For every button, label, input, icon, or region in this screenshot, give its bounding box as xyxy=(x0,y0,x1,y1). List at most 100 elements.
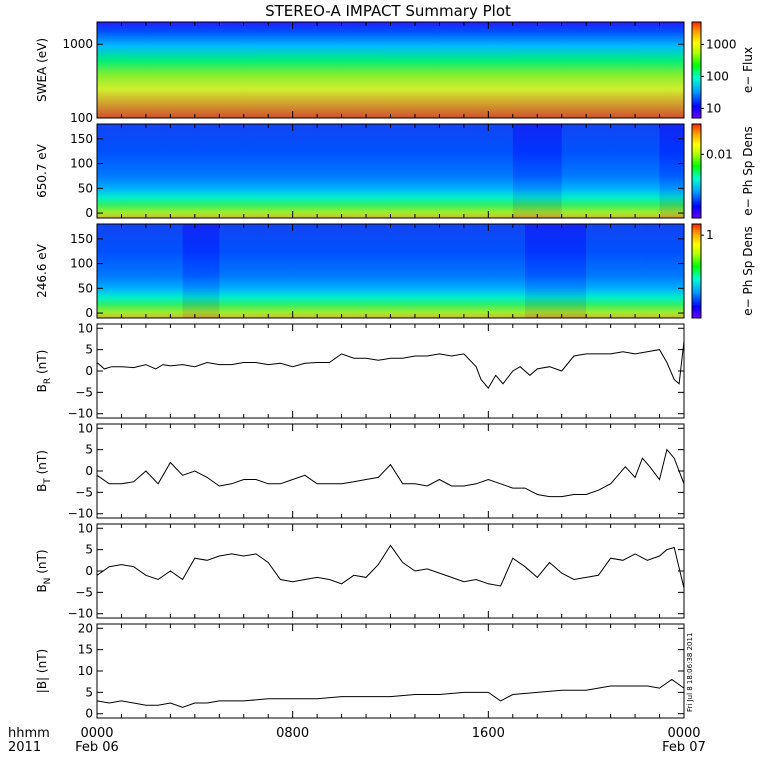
y-axis-label-unit: (nT) xyxy=(35,649,49,677)
y-axis-label-main: B xyxy=(35,484,49,492)
colorbar-frame xyxy=(691,223,702,319)
heatmap-column xyxy=(525,224,587,318)
y-axis-label-sub: T xyxy=(43,478,53,485)
y-axis-label: BT (nT) xyxy=(35,450,53,492)
time-axis: hhmm 2011 Feb 06 Feb 07 0000 0800 1600 0000 xyxy=(8,726,706,755)
y-axis-label: BR (nT) xyxy=(35,350,53,393)
y-tick-label: 20 xyxy=(78,621,93,635)
colorbar-label: e− Flux xyxy=(741,47,755,93)
y-axis-label-main: B xyxy=(35,584,49,592)
series-line xyxy=(96,678,685,708)
colorbar-tick-label: 1 xyxy=(706,228,714,242)
colorbar-frame xyxy=(691,21,702,119)
heatmap-column xyxy=(97,224,159,318)
colorbar-tick-label: 100 xyxy=(706,69,729,83)
heatmap-column xyxy=(671,22,684,118)
y-tick-label: 150 xyxy=(70,232,93,246)
heatmap-column xyxy=(219,224,293,318)
colorbar-frame xyxy=(691,123,702,219)
y-tick-label: 100 xyxy=(70,111,93,125)
panel-frame xyxy=(96,423,685,519)
heatmap-column xyxy=(341,22,440,118)
panel-1: 10 100 1000 e− Flux 100 1000 SWEA (eV) xyxy=(35,21,755,125)
series-line xyxy=(96,544,685,589)
heatmap-column xyxy=(158,224,183,318)
heatmap-field xyxy=(97,224,684,318)
colorbar-tick-label: 10 xyxy=(706,101,721,115)
time-axis-date-end: Feb 07 xyxy=(662,740,706,755)
heatmap-column xyxy=(163,124,195,218)
y-tick-label: 100 xyxy=(70,157,93,171)
figure-title: STEREO-A IMPACT Summary Plot xyxy=(265,2,511,20)
y-tick-label: 0 xyxy=(85,707,93,721)
series-line xyxy=(96,341,685,389)
y-tick-label: 10 xyxy=(78,664,93,678)
y-tick-label: 150 xyxy=(70,132,93,146)
panel-7: 0 5 10 15 20 |B| (nT) xyxy=(35,621,685,721)
panel-6: −10 −5 0 5 10 BN (nT) xyxy=(35,521,685,621)
y-tick-label: 0 xyxy=(85,364,93,378)
heatmap-column xyxy=(390,124,477,218)
y-axis-label: BN (nT) xyxy=(35,549,53,592)
y-axis-label-sub: N xyxy=(43,578,53,585)
heatmap-column xyxy=(439,22,489,118)
heatmap-column xyxy=(488,224,526,318)
heatmap-column xyxy=(488,22,562,118)
heatmap-column xyxy=(243,124,318,218)
panel-frame xyxy=(96,523,685,619)
heatmap-column xyxy=(243,22,342,118)
y-tick-label: 0 xyxy=(85,564,93,578)
y-tick-label: 5 xyxy=(85,343,93,357)
y-axis-label: 246.6 eV xyxy=(35,243,49,298)
y-axis-label: SWEA (eV) xyxy=(35,38,49,102)
colorbar-label: e− Ph Sp Dens xyxy=(741,226,755,315)
time-axis-row1-label: hhmm xyxy=(8,726,50,741)
panel-frame xyxy=(96,323,685,419)
y-tick-label: −5 xyxy=(75,385,93,399)
heatmap-column xyxy=(586,224,648,318)
time-axis-date-start: Feb 06 xyxy=(75,740,119,755)
heatmap-column xyxy=(647,224,684,318)
heatmap-column xyxy=(561,22,636,118)
heatmap-column xyxy=(317,124,391,218)
y-tick-label: −5 xyxy=(75,585,93,599)
heatmap-column xyxy=(194,124,244,218)
y-axis-label: 650.7 eV xyxy=(35,143,49,198)
y-axis-label-sub: R xyxy=(43,378,53,384)
heatmap-column xyxy=(561,124,611,218)
heatmap-column xyxy=(145,22,244,118)
heatmap-field xyxy=(97,22,684,118)
y-tick-label: −10 xyxy=(68,507,93,521)
y-axis-label-unit: (nT) xyxy=(35,450,49,478)
heatmap-column xyxy=(635,22,672,118)
heatmap-column xyxy=(182,224,220,318)
y-axis-label-main: |B| xyxy=(35,677,49,693)
time-tick-label: 0000 xyxy=(80,726,113,741)
heatmap-column xyxy=(659,124,684,218)
time-tick-label: 0800 xyxy=(276,726,309,741)
time-tick-label: 1600 xyxy=(472,726,505,741)
y-tick-label: 5 xyxy=(85,685,93,699)
time-axis-row2-label: 2011 xyxy=(8,740,41,755)
heatmap-column xyxy=(97,124,122,218)
y-tick-label: 100 xyxy=(70,257,93,271)
heatmap-column xyxy=(610,124,660,218)
y-tick-label: −10 xyxy=(68,607,93,621)
y-tick-label: 5 xyxy=(85,543,93,557)
heatmap-column xyxy=(512,124,562,218)
y-tick-label: 5 xyxy=(85,443,93,457)
y-tick-label: 10 xyxy=(78,521,93,535)
panel-4: −10 −5 0 5 10 BR (nT) xyxy=(35,321,685,421)
y-tick-label: −5 xyxy=(75,485,93,499)
heatmap-column xyxy=(476,124,513,218)
y-tick-label: 50 xyxy=(78,281,93,295)
y-tick-label: 10 xyxy=(78,321,93,335)
y-tick-label: 0 xyxy=(85,464,93,478)
heatmap-field xyxy=(97,124,684,218)
y-tick-label: 0 xyxy=(85,206,93,220)
y-tick-label: 1000 xyxy=(62,37,93,51)
panel-5: −10 −5 0 5 10 BT (nT) xyxy=(35,421,685,521)
panel-3: 1 e− Ph Sp Dens 0 50 100 150 246.6 eV xyxy=(35,223,755,320)
